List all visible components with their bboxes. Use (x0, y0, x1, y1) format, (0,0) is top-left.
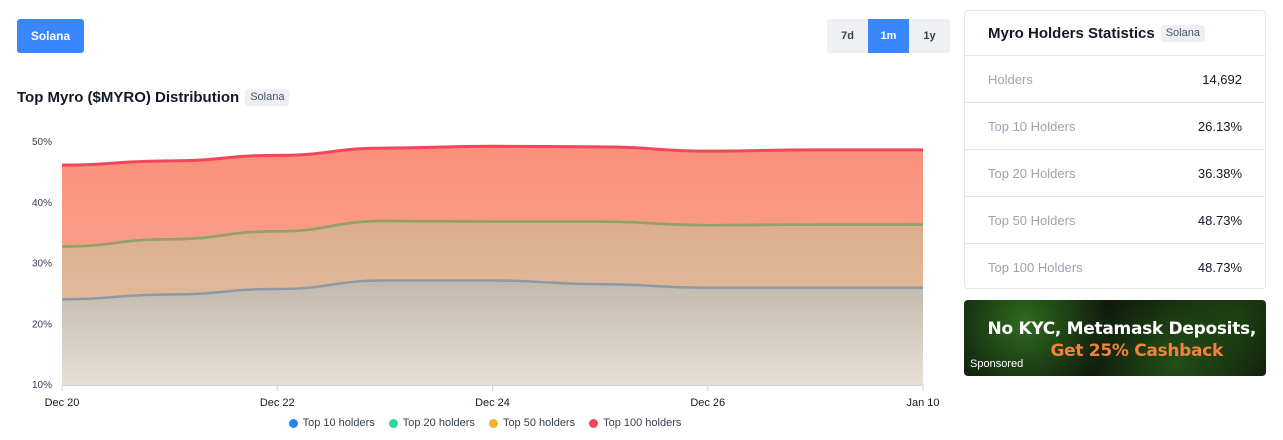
x-axis: Dec 20 Dec 22 Dec 24 Dec 26 Jan 10 (45, 385, 940, 409)
chart-legend: Top 10 holders Top 20 holders Top 50 hol… (0, 417, 970, 429)
legend-label-top-20: Top 20 holders (402, 417, 475, 429)
stats-value: 14,692 (1202, 71, 1242, 87)
range-button-7d[interactable]: 7d (827, 19, 868, 53)
chart-lines (61, 144, 923, 301)
chart-title: Top Myro ($MYRO) Distribution Solana (17, 89, 290, 106)
x-tick-label: Jan 10 (906, 397, 939, 409)
line-top-100-holders[interactable] (61, 144, 923, 167)
line-top-20-holders[interactable] (61, 219, 923, 248)
time-range-selector: 7d 1m 1y (827, 19, 950, 53)
legend-item-top-100[interactable]: Top 100 holders (589, 417, 681, 429)
stats-value: 48.73% (1197, 260, 1242, 275)
holders-statistics-card: Myro Holders Statistics Solana Holders 1… (964, 10, 1266, 289)
stats-row-top-50: Top 50 Holders 48.73% (965, 197, 1265, 244)
legend-dot-top-10 (288, 418, 298, 428)
area-top-10-holders (62, 280, 923, 385)
stats-header: Myro Holders Statistics Solana (965, 11, 1265, 56)
y-tick-label: 30% (32, 259, 52, 270)
stats-label: Holders (988, 71, 1033, 87)
x-tick-label: Dec 22 (260, 397, 295, 409)
ad-offer: Get 25% Cashback (1050, 341, 1223, 361)
distribution-area-chart: 10% 20% 30% 40% 50% Dec 20 Dec 22 Dec 24 Dec 26… (32, 137, 940, 409)
legend-label-top-50: Top 50 holders (502, 417, 576, 429)
legend-item-top-50[interactable]: Top 50 holders (488, 417, 576, 429)
stats-label: Top 100 Holders (988, 260, 1083, 275)
stats-row-holders: Holders 14,692 (965, 56, 1265, 103)
range-button-1y[interactable]: 1y (909, 19, 950, 53)
legend-item-top-10[interactable]: Top 10 holders (288, 417, 375, 429)
stats-row-top-20: Top 20 Holders 36.38% (965, 150, 1265, 197)
y-tick-label: 40% (32, 198, 52, 209)
x-tick-label: Dec 20 (45, 397, 80, 409)
stats-value: 26.13% (1197, 118, 1242, 134)
stats-label: Top 20 Holders (988, 165, 1076, 181)
legend-dot-top-50 (488, 418, 498, 428)
legend-dot-top-20 (388, 418, 398, 428)
x-tick-label: Dec 24 (475, 397, 510, 409)
stats-title: Myro Holders Statistics (988, 24, 1155, 42)
chart-title-text: Top Myro ($MYRO) Distribution (17, 89, 240, 106)
ad-headline: No KYC, Metamask Deposits, (987, 319, 1257, 339)
stats-label: Top 10 Holders (988, 118, 1076, 134)
sponsored-ad-banner[interactable]: No KYC, Metamask Deposits, Get 25% Cashb… (964, 300, 1266, 376)
stats-row-top-10: Top 10 Holders 26.13% (965, 103, 1265, 150)
line-top-10-holders[interactable] (61, 279, 923, 301)
y-axis: 10% 20% 30% 40% 50% (32, 137, 52, 391)
y-tick-label: 20% (32, 319, 52, 330)
y-tick-label: 50% (32, 137, 52, 148)
stats-network-tag: Solana (1160, 24, 1205, 42)
legend-item-top-20[interactable]: Top 20 holders (388, 417, 475, 429)
stats-row-top-100: Top 100 Holders 48.73% (965, 244, 1265, 291)
y-tick-label: 10% (32, 380, 52, 391)
stats-label: Top 50 Holders (988, 212, 1076, 228)
chart-network-tag: Solana (245, 89, 290, 106)
range-button-1m[interactable]: 1m (868, 19, 909, 53)
x-tick-label: Dec 26 (690, 397, 725, 409)
chart-areas (62, 146, 923, 385)
ad-sponsored-label: Sponsored (970, 358, 1024, 370)
stats-value: 48.73% (1197, 212, 1242, 228)
legend-label-top-100: Top 100 holders (603, 417, 682, 429)
stats-value: 36.38% (1197, 165, 1242, 181)
legend-dot-top-100 (589, 418, 599, 428)
network-button-solana[interactable]: Solana (17, 19, 84, 53)
legend-label-top-10: Top 10 holders (302, 417, 375, 429)
